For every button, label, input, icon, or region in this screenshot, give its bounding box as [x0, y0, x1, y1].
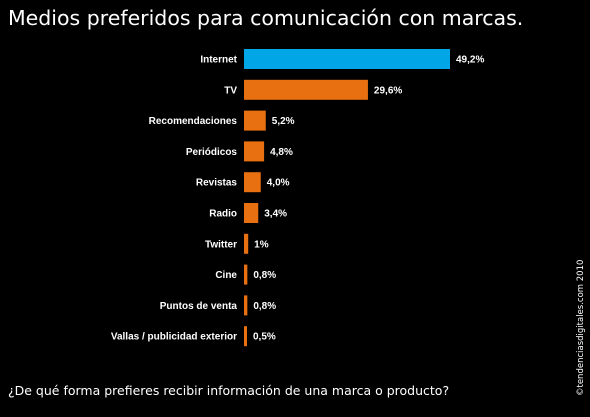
bar-recomendaciones — [244, 110, 266, 131]
bar-radio — [244, 203, 259, 223]
value-label-revistas: 4,0% — [267, 178, 290, 189]
bar-revistas — [244, 172, 261, 193]
bar-periodicos — [244, 141, 265, 162]
bar-puntos-de-venta — [244, 295, 248, 316]
category-label-internet: Internet — [200, 55, 237, 66]
value-label-periodicos: 4,8% — [270, 147, 293, 158]
category-label-vallas-publicidad-exterior: Vallas / publicidad exterior — [111, 332, 237, 343]
value-label-twitter: 1% — [254, 239, 269, 250]
category-label-revistas: Revistas — [196, 178, 238, 189]
value-label-recomendaciones: 5,2% — [272, 116, 295, 127]
survey-question: ¿De qué forma prefieres recibir informac… — [8, 383, 450, 398]
category-label-recomendaciones: Recomendaciones — [149, 116, 238, 127]
category-label-tv: TV — [224, 85, 237, 96]
value-label-radio: 3,4% — [264, 209, 287, 220]
value-label-internet: 49,2% — [456, 55, 484, 66]
category-label-puntos-de-venta: Puntos de venta — [160, 301, 238, 312]
value-label-puntos-de-venta: 0,8% — [253, 301, 276, 312]
bar-vallas-publicidad-exterior — [244, 326, 247, 347]
bars-group: Internet 49,2% TV 29,6% Recomendaciones 5,2% P… — [111, 49, 484, 347]
category-label-periodicos: Periódicos — [186, 147, 238, 158]
value-label-cine: 0,8% — [253, 270, 276, 281]
category-label-radio: Radio — [209, 209, 237, 220]
category-label-cine: Cine — [215, 270, 237, 281]
value-label-tv: 29,6% — [374, 85, 402, 96]
category-label-twitter: Twitter — [205, 239, 237, 250]
bar-tv — [244, 79, 368, 100]
value-label-vallas-publicidad-exterior: 0,5% — [253, 332, 276, 343]
bar-cine — [244, 264, 248, 285]
bar-internet — [244, 49, 450, 69]
bar-twitter — [244, 233, 249, 254]
copyright-notice: ©tendenciasdigitales.com 2010 — [576, 259, 586, 396]
chart-title: Medios preferidos para comunicación con … — [8, 6, 524, 30]
